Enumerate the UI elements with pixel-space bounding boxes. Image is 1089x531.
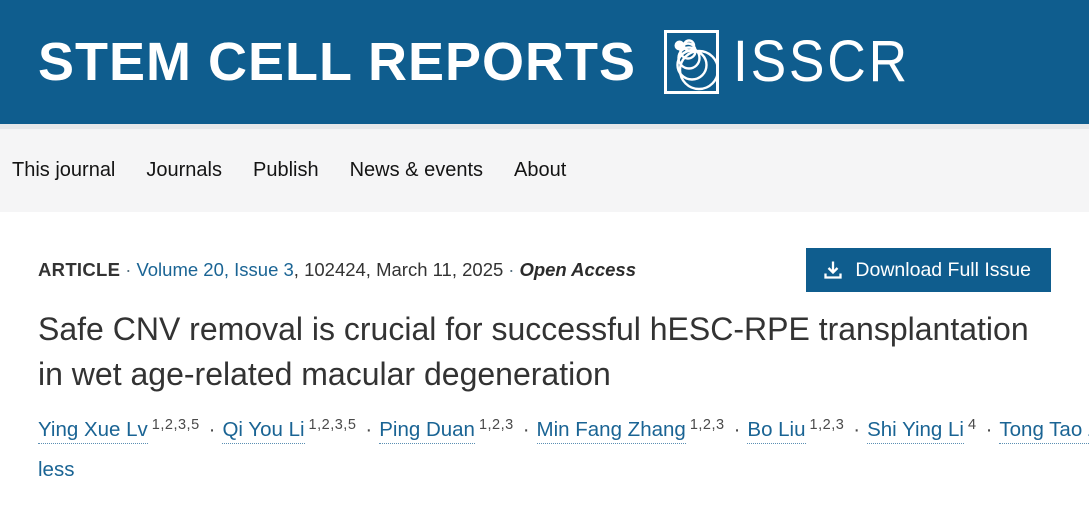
author-separator: · [365, 417, 373, 441]
nav-news-events[interactable]: News & events [349, 159, 483, 181]
author-link[interactable]: Qi You Li [222, 417, 305, 444]
author-separator: · [208, 417, 216, 441]
open-access-label: Open Access [519, 259, 636, 280]
journal-banner: STEM CELL REPORTS ISSCR [0, 0, 1089, 124]
journal-title: STEM CELL REPORTS [38, 32, 637, 92]
download-icon [822, 259, 844, 281]
author-affiliations: 1,2,3,5 [151, 416, 200, 433]
isscr-cell-spiral-logo-icon [664, 30, 720, 94]
main-nav: This journal Journals Publish News & eve… [0, 124, 1089, 212]
author-separator: · [985, 417, 993, 441]
author-entry: Min Fang Zhang 1,2,3 · [536, 416, 748, 444]
article-type-label: ARTICLE [38, 259, 121, 280]
author-entry: Qi You Li 1,2,3,5 · [222, 416, 379, 444]
author-separator: · [853, 417, 861, 441]
download-full-issue-button[interactable]: Download Full Issue [806, 248, 1051, 292]
separator-dot: · [508, 259, 515, 280]
download-button-label: Download Full Issue [855, 258, 1031, 281]
author-link[interactable]: Ying Xue Lv [38, 417, 148, 444]
author-link[interactable]: Min Fang Zhang [536, 417, 686, 444]
author-entry: Tong Tao Zhao1,2,3· [999, 417, 1089, 444]
author-link[interactable]: Tong Tao Zhao [999, 417, 1089, 444]
article-meta: ARTICLE · Volume 20, Issue 3, 102424, Marc… [38, 259, 636, 281]
author-link[interactable]: Ping Duan [379, 417, 475, 444]
author-affiliations: 1,2,3,5 [308, 416, 357, 433]
nav-this-journal[interactable]: This journal [12, 159, 116, 181]
nav-publish[interactable]: Publish [253, 159, 319, 181]
author-entry: Bo Liu 1,2,3 · [747, 416, 867, 444]
author-entry: Shi Ying Li 4 · [867, 416, 999, 444]
author-list: Ying Xue Lv 1,2,3,5 · Qi You Li 1,2,3,5 · Ping… [38, 411, 1089, 489]
journal-logo-link[interactable]: STEM CELL REPORTS ISSCR [38, 30, 925, 94]
author-affiliations: 4 [967, 416, 977, 433]
citation-details: , 102424, March 11, 2025 [293, 259, 504, 280]
nav-journals[interactable]: Journals [146, 159, 222, 181]
article-title: Safe CNV removal is crucial for successf… [38, 311, 1029, 393]
author-link[interactable]: Shi Ying Li [867, 417, 964, 444]
author-separator: · [522, 417, 530, 441]
author-link[interactable]: Bo Liu [747, 417, 806, 444]
show-less-button[interactable]: Show less [38, 457, 75, 481]
separator-dot: · [125, 259, 132, 280]
meta-row: ARTICLE · Volume 20, Issue 3, 102424, Marc… [38, 248, 1051, 292]
society-acronym: ISSCR [733, 29, 910, 94]
author-separator: · [733, 417, 741, 441]
author-entry: Ying Xue Lv 1,2,3,5 · [38, 416, 222, 444]
author-affiliations: 1,2,3 [689, 416, 725, 433]
article-header: ARTICLE · Volume 20, Issue 3, 102424, Marc… [0, 248, 1089, 489]
nav-about[interactable]: About [514, 159, 567, 181]
author-affiliations: 1,2,3 [809, 416, 845, 433]
issue-link[interactable]: Volume 20, Issue 3 [136, 259, 294, 280]
author-affiliations: 1,2,3 [478, 416, 514, 433]
author-entry: Ping Duan 1,2,3 · [379, 416, 536, 444]
